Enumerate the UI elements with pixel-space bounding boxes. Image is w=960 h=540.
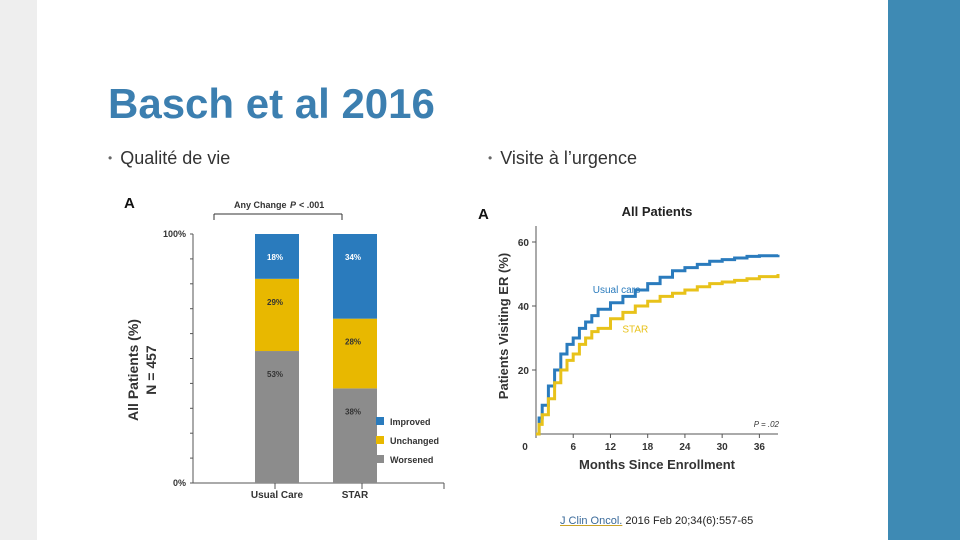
line-x-axis-label: Months Since Enrollment [579, 457, 736, 472]
bullet-er-visits-text: Visite à l’urgence [500, 148, 637, 168]
bar-data-label: 34% [345, 253, 361, 262]
bar-legend: Improved Unchanged Worsened [376, 417, 439, 465]
line-series-group: Usual care STAR [536, 254, 780, 436]
bar-data-label: 28% [345, 338, 361, 347]
citation-journal-link[interactable]: J Clin Oncol. [560, 515, 623, 527]
bar-ytick-bottom: 0% [173, 478, 186, 488]
line-series-label: STAR [622, 324, 648, 335]
bullet-quality-of-life: • Qualité de vie [108, 148, 230, 169]
bar-y-minor-ticks [190, 233, 193, 484]
bar-any-change-annotation: Any Change [234, 200, 287, 210]
bar-segment-unchanged [255, 278, 299, 352]
bar-ytick-top: 100% [163, 229, 186, 239]
bar-segment-worsened [255, 351, 299, 483]
bullet-dot-icon: • [108, 151, 113, 165]
line-series-star [536, 274, 780, 436]
bar-panel-label: A [124, 195, 135, 212]
line-x-tick-label: 30 [717, 442, 729, 453]
left-background-strip [0, 0, 37, 540]
right-accent-strip [888, 0, 960, 540]
citation-details: 2016 Feb 20;34(6):557-65 [625, 515, 754, 527]
line-x-tick-label: 6 [570, 442, 576, 453]
bar-p-value: < .001 [299, 200, 324, 210]
bar-segment-worsened [333, 388, 377, 483]
line-y-tick-label: 40 [518, 302, 530, 313]
line-origin-label: 0 [522, 442, 528, 453]
bullet-quality-of-life-text: Qualité de vie [120, 148, 231, 168]
legend-swatch-unchanged [376, 436, 384, 444]
bar-segment-unchanged [333, 318, 377, 389]
bar-p-label: P [290, 200, 297, 210]
line-axis-ticks: 20 40 60 6 12 18 24 30 36 [518, 238, 766, 453]
bar-data-label: 29% [267, 298, 283, 307]
bar-marks: 53% 29% 18% Usual Care 38% 28% 34% STAR [251, 234, 377, 501]
line-chart-title: All Patients [622, 204, 693, 219]
line-series-usual-care [536, 254, 780, 436]
line-x-tick-label: 12 [605, 442, 617, 453]
line-y-axis-label: Patients Visiting ER (%) [496, 253, 511, 399]
line-panel-label: A [478, 206, 489, 223]
line-x-tick-label: 36 [754, 442, 766, 453]
bar-category-label: Usual Care [251, 490, 304, 501]
citation: J Clin Oncol. 2016 Feb 20;34(6):557-65 [560, 515, 753, 527]
line-y-tick-label: 20 [518, 366, 530, 377]
bar-segment-improved [333, 234, 377, 319]
bar-data-label: 18% [267, 253, 283, 262]
legend-swatch-improved [376, 417, 384, 425]
legend-swatch-worsened [376, 455, 384, 463]
bullet-dot-icon: • [488, 151, 493, 165]
legend-label-worsened: Worsened [390, 455, 433, 465]
bar-significance-bracket [213, 213, 343, 220]
bullet-er-visits: • Visite à l’urgence [488, 148, 637, 169]
legend-label-improved: Improved [390, 417, 431, 427]
line-y-tick-label: 60 [518, 238, 530, 249]
line-chart-background [472, 196, 790, 478]
slide-title: Basch et al 2016 [108, 80, 435, 127]
er-visits-line-chart: A All Patients Patients Visiting ER (%) … [472, 196, 790, 478]
bar-y-axis-label: All Patients (%) [125, 319, 141, 421]
bar-segment-improved [255, 234, 299, 279]
line-x-tick-label: 24 [679, 442, 691, 453]
bar-category-label: STAR [342, 490, 369, 501]
bar-data-label: 53% [267, 370, 283, 379]
bar-data-label: 38% [345, 407, 361, 416]
line-series-label: Usual care [593, 285, 641, 296]
bar-y-axis-label-n: N = 457 [143, 345, 159, 395]
line-x-tick-label: 18 [642, 442, 654, 453]
line-p-value: P = .02 [754, 420, 780, 429]
quality-of-life-bar-chart: A Any Change P < .001 All Patients (%) N… [118, 190, 450, 510]
legend-label-unchanged: Unchanged [390, 436, 439, 446]
